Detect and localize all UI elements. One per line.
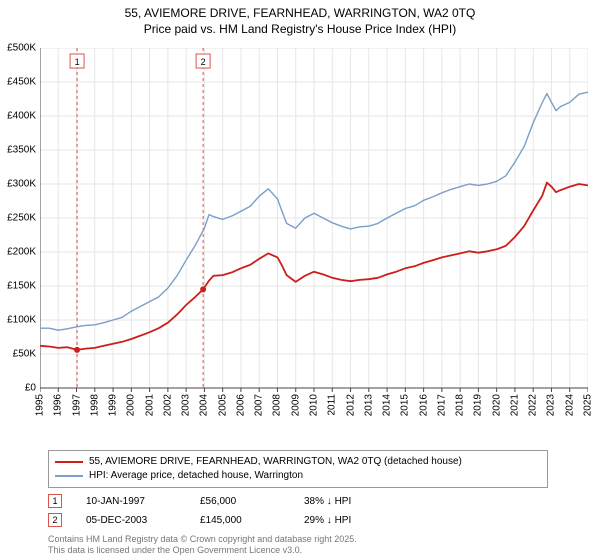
marker-row-1: 1 10-JAN-1997 £56,000 38% ↓ HPI (48, 494, 351, 508)
xtick-label: 1997 (71, 394, 82, 416)
legend-swatch-hpi (55, 475, 83, 477)
xtick-label: 2017 (436, 394, 447, 416)
xtick-label: 2007 (254, 394, 265, 416)
xtick-label: 2016 (418, 394, 429, 416)
marker-1-delta: 38% ↓ HPI (304, 496, 351, 507)
xtick-label: 2015 (400, 394, 411, 416)
marker-badge-2-num: 2 (52, 515, 57, 525)
xtick-label: 1996 (53, 394, 64, 416)
legend-box: 55, AVIEMORE DRIVE, FEARNHEAD, WARRINGTO… (48, 450, 548, 488)
xtick-label: 2009 (290, 394, 301, 416)
title-line1: 55, AVIEMORE DRIVE, FEARNHEAD, WARRINGTO… (0, 6, 600, 22)
xtick-label: 2006 (235, 394, 246, 416)
xtick-label: 2005 (217, 394, 228, 416)
legend-swatch-price-paid (55, 461, 83, 463)
xtick-label: 2020 (491, 394, 502, 416)
marker-badge-1: 1 (48, 494, 62, 508)
ytick-label: £150K (0, 281, 36, 292)
ytick-label: £450K (0, 77, 36, 88)
xtick-label: 2014 (382, 394, 393, 416)
footer: Contains HM Land Registry data © Crown c… (48, 534, 357, 557)
marker-2-price: £145,000 (200, 515, 280, 526)
legend-label-hpi: HPI: Average price, detached house, Warr… (89, 469, 303, 483)
ytick-label: £100K (0, 315, 36, 326)
ytick-label: £350K (0, 145, 36, 156)
svg-text:1: 1 (75, 57, 80, 67)
ytick-label: £50K (0, 349, 36, 360)
legend-row-price-paid: 55, AVIEMORE DRIVE, FEARNHEAD, WARRINGTO… (55, 455, 541, 469)
ytick-label: £0 (0, 383, 36, 394)
xtick-label: 2001 (144, 394, 155, 416)
ytick-label: £300K (0, 179, 36, 190)
marker-badge-1-num: 1 (52, 496, 57, 506)
xtick-label: 2012 (345, 394, 356, 416)
xtick-label: 2021 (509, 394, 520, 416)
xtick-label: 2018 (455, 394, 466, 416)
marker-1-price: £56,000 (200, 496, 280, 507)
ytick-label: £400K (0, 111, 36, 122)
ytick-label: £200K (0, 247, 36, 258)
xtick-label: 2013 (363, 394, 374, 416)
xtick-label: 2022 (528, 394, 539, 416)
xtick-label: 1999 (108, 394, 119, 416)
marker-1-date: 10-JAN-1997 (86, 496, 176, 507)
xtick-label: 2000 (126, 394, 137, 416)
xtick-label: 2002 (162, 394, 173, 416)
xtick-label: 1995 (35, 394, 46, 416)
line-chart: 12 (40, 48, 588, 392)
xtick-label: 1998 (89, 394, 100, 416)
title-block: 55, AVIEMORE DRIVE, FEARNHEAD, WARRINGTO… (0, 0, 600, 37)
ytick-label: £250K (0, 213, 36, 224)
marker-2-delta: 29% ↓ HPI (304, 515, 351, 526)
xtick-label: 2023 (546, 394, 557, 416)
svg-text:2: 2 (201, 57, 206, 67)
xtick-label: 2010 (309, 394, 320, 416)
xtick-label: 2024 (564, 394, 575, 416)
chart-area: £0£50K£100K£150K£200K£250K£300K£350K£400… (40, 48, 588, 418)
marker-badge-2: 2 (48, 513, 62, 527)
footer-line2: This data is licensed under the Open Gov… (48, 545, 357, 556)
xtick-label: 2008 (272, 394, 283, 416)
chart-container: 55, AVIEMORE DRIVE, FEARNHEAD, WARRINGTO… (0, 0, 600, 560)
xtick-label: 2004 (199, 394, 210, 416)
xtick-label: 2011 (327, 394, 338, 416)
footer-line1: Contains HM Land Registry data © Crown c… (48, 534, 357, 545)
legend-row-hpi: HPI: Average price, detached house, Warr… (55, 469, 541, 483)
xtick-label: 2019 (473, 394, 484, 416)
marker-2-date: 05-DEC-2003 (86, 515, 176, 526)
legend-label-price-paid: 55, AVIEMORE DRIVE, FEARNHEAD, WARRINGTO… (89, 455, 462, 469)
xtick-label: 2025 (583, 394, 594, 416)
title-line2: Price paid vs. HM Land Registry's House … (0, 22, 600, 38)
ytick-label: £500K (0, 43, 36, 54)
xtick-label: 2003 (181, 394, 192, 416)
marker-row-2: 2 05-DEC-2003 £145,000 29% ↓ HPI (48, 513, 351, 527)
